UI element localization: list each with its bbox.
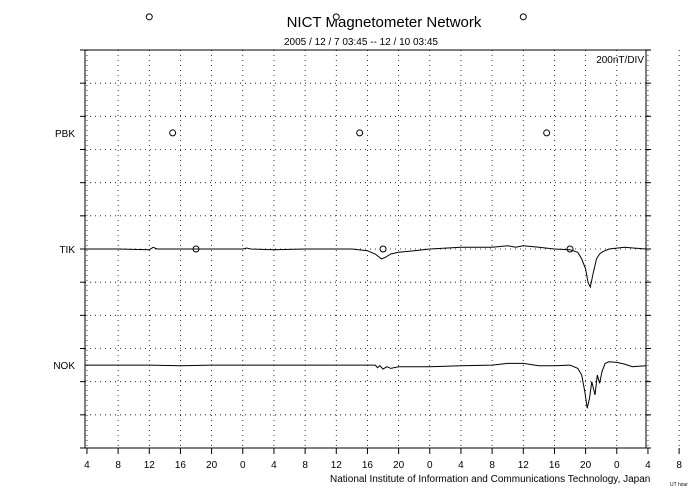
x-tick-label: 16 (549, 460, 561, 471)
x-tick-label: 8 (489, 460, 495, 471)
footer-small-label: UT hour (670, 482, 688, 488)
midnight-markers (145, 13, 574, 253)
chart-subtitle: 2005 / 12 / 7 03:45 -- 12 / 10 03:45 (284, 37, 438, 48)
footer-institution: National Institute of Information and Co… (330, 474, 650, 485)
station-label-pbk: PBK (55, 129, 75, 140)
scale-label: 200nT/DIV (596, 55, 644, 66)
x-tick-label: 8 (302, 460, 308, 471)
station-label-nok: NOK (53, 361, 75, 372)
x-tick-label: 0 (427, 460, 433, 471)
midnight-marker (145, 13, 153, 21)
trace-nok (85, 361, 647, 409)
chart-title: NICT Magnetometer Network (287, 14, 482, 31)
midnight-marker (356, 129, 364, 137)
midnight-marker (379, 245, 387, 253)
x-tick-label: 8 (115, 460, 121, 471)
x-tick-label: 0 (240, 460, 246, 471)
station-traces (85, 245, 647, 409)
x-tick-label: 4 (84, 460, 90, 471)
station-label-tik: TIK (59, 245, 75, 256)
x-tick-label: 12 (144, 460, 156, 471)
x-tick-label: 20 (206, 460, 218, 471)
x-tick-label: 4 (458, 460, 464, 471)
x-tick-label: 20 (393, 460, 405, 471)
midnight-marker (543, 129, 551, 137)
x-tick-label: 20 (580, 460, 592, 471)
midnight-marker (566, 245, 574, 253)
trace-tik (85, 245, 647, 289)
x-tick-label: 12 (518, 460, 530, 471)
x-tick-label: 4 (645, 460, 651, 471)
midnight-marker (169, 129, 177, 137)
x-tick-label: 12 (331, 460, 343, 471)
axis-ticks (80, 49, 680, 454)
x-tick-label: 16 (362, 460, 374, 471)
x-tick-label: 0 (614, 460, 620, 471)
x-tick-label: 8 (676, 460, 682, 471)
x-tick-labels: 481216200481216200481216200481216200 (84, 460, 682, 471)
station-labels: PBK TIK NOK (53, 129, 75, 372)
x-tick-label: 4 (271, 460, 277, 471)
midnight-marker (519, 13, 527, 21)
x-tick-label: 16 (175, 460, 187, 471)
midnight-marker (332, 13, 340, 21)
grid (85, 50, 680, 448)
